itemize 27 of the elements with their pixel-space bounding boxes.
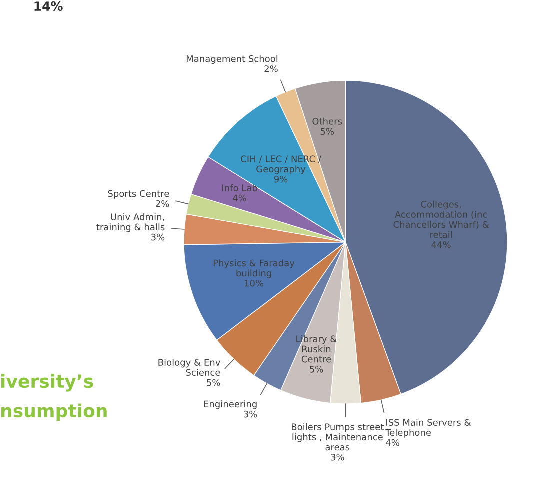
data-label: 5% <box>310 366 324 373</box>
slice-label: Others <box>312 118 342 125</box>
data-label: 3% <box>244 410 258 418</box>
data-label: 9% <box>274 176 288 183</box>
text: nsumption <box>2 404 107 422</box>
text: iversity’s <box>2 374 94 392</box>
data-label: 3% <box>331 454 344 461</box>
slice-label: Sports Centre <box>108 190 170 199</box>
slice-label: ISS Main Servers & Telephone <box>386 419 471 438</box>
data-label: 10% <box>244 280 264 287</box>
data-label: 4% <box>386 439 400 446</box>
data-label: 44% <box>432 241 451 248</box>
slice-label: Boilers Pumps street lights , Maintenance areas <box>292 423 384 451</box>
slice-label: Biology & Env Science <box>158 358 220 376</box>
slice-label: Colleges, Accommodation (inc Chancellors Wharf) & retail <box>394 200 490 238</box>
slice-label: Physics & Faraday building <box>214 260 295 278</box>
data-label: 4% <box>233 194 246 202</box>
data-label: 3% <box>152 234 165 241</box>
data-label: 2% <box>156 200 170 208</box>
data-label: 5% <box>207 379 220 386</box>
data-label: 5% <box>320 128 334 136</box>
slice-label: Univ Admin, training & halls <box>96 213 165 232</box>
slice-label: Info Lab <box>222 184 258 192</box>
slice-label: Management School <box>186 55 278 64</box>
text: 14% <box>34 2 63 11</box>
data-label: 2% <box>264 66 278 72</box>
slice-label: Engineering <box>204 400 257 410</box>
